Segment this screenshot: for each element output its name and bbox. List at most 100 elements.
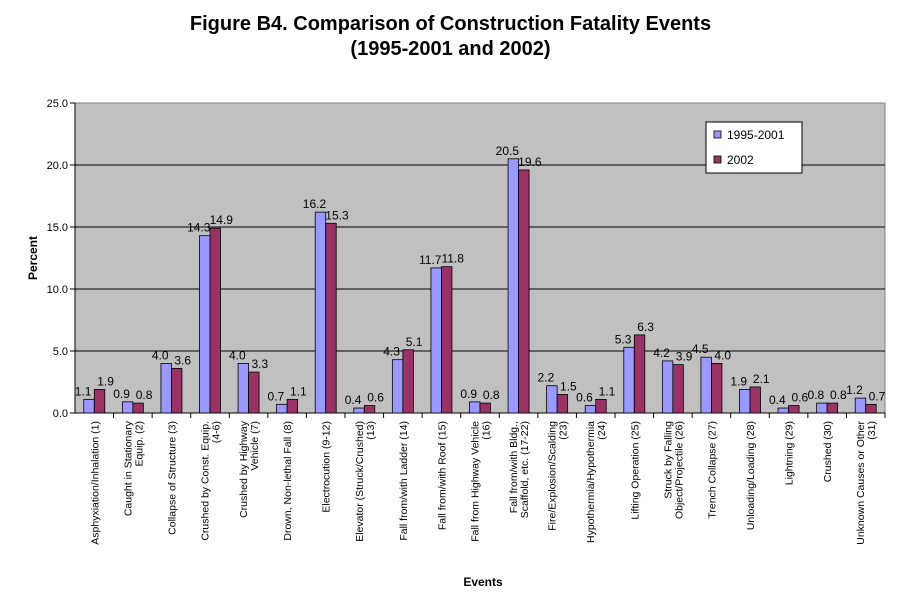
data-label: 0.6 — [576, 391, 593, 405]
bar-1995-2001-19 — [777, 407, 789, 414]
data-label: 5.3 — [615, 332, 632, 346]
bar-1995-2001-21 — [854, 397, 867, 414]
bar-2002-16 — [672, 364, 684, 414]
data-label: 2.2 — [538, 371, 555, 385]
bar-1995-2001-3 — [160, 362, 172, 414]
data-label: 0.7 — [268, 389, 285, 403]
bar-1995-2001-12 — [507, 158, 519, 414]
category-label: Electrocution (9-12) — [321, 421, 333, 513]
bar-1995-2001-20 — [816, 402, 828, 414]
category-label: Object/Projectile (26) — [673, 421, 685, 519]
data-label: 3.3 — [251, 357, 268, 371]
data-label: 19.6 — [518, 155, 542, 169]
category-label: Caught in Stationary — [122, 420, 134, 516]
legend-swatch — [713, 155, 722, 164]
bar-1995-2001-1 — [83, 398, 95, 414]
y-tick-label: 10.0 — [47, 284, 68, 296]
category-label: (31) — [866, 421, 878, 440]
y-tick-label: 15.0 — [47, 222, 68, 234]
bar-1995-2001-16 — [661, 360, 674, 414]
data-label: 0.7 — [869, 389, 886, 403]
legend-label: 2002 — [727, 153, 754, 167]
x-axis-title: Events — [463, 575, 503, 589]
data-label: 1.9 — [730, 374, 747, 388]
data-label: 3.9 — [676, 350, 693, 364]
legend-swatch — [713, 130, 722, 139]
bar-2002-15 — [633, 334, 646, 414]
bar-2002-11 — [479, 402, 491, 414]
bar-2002-14 — [595, 398, 607, 414]
bar-1995-2001-17 — [700, 356, 712, 414]
category-label: Unknown Causes or Other — [855, 421, 867, 545]
category-label: (4-6) — [211, 421, 223, 443]
data-label: 0.6 — [367, 391, 384, 405]
category-label: Equip. (2) — [133, 421, 145, 467]
category-label: Fall from/with Ladder (14) — [398, 421, 410, 541]
category-label: Crushed (30) — [822, 421, 834, 482]
bar-1995-2001-10 — [430, 267, 442, 414]
category-label: Fall from/with Bldg., — [508, 421, 520, 513]
data-label: 14.3 — [187, 221, 211, 235]
y-tick-label: 0.0 — [53, 408, 68, 420]
category-label: Asphyxiation/Inhalation (1) — [89, 421, 101, 545]
category-label: Elevator (Struck/Crushed) — [354, 421, 366, 542]
y-tick-label: 5.0 — [53, 346, 68, 358]
category-label: Collapse of Structure (3) — [166, 421, 178, 535]
bar-2002-9 — [402, 349, 414, 414]
data-label: 14.9 — [210, 213, 234, 227]
bar-2002-18 — [749, 386, 761, 414]
data-label: 11.7 — [419, 253, 442, 267]
data-label: 1.9 — [97, 374, 114, 388]
data-label: 4.5 — [692, 342, 709, 356]
category-label: Lifting Operation (25) — [629, 421, 641, 520]
category-label: Trench Collapse (27) — [706, 421, 718, 519]
category-label: Struck by Falling — [662, 421, 674, 499]
category-label: Fire/Explosion/Scalding — [547, 421, 559, 531]
data-label: 20.5 — [496, 144, 520, 158]
chart-title: Figure B4. Comparison of Construction Fa… — [0, 12, 901, 62]
category-label: Fall from Highway Vehicle — [470, 421, 482, 542]
data-label: 16.2 — [303, 197, 327, 211]
category-label: Scaffold, etc. (17-22) — [519, 421, 531, 518]
bar-2002-8 — [363, 405, 376, 414]
data-label: 2.1 — [753, 372, 770, 386]
category-label: Unloading/Loading (28) — [745, 421, 757, 530]
category-label: Hypothermia/Hypothermia — [585, 421, 597, 543]
bar-1995-2001-14 — [584, 405, 597, 414]
data-label: 0.8 — [808, 388, 825, 402]
category-label: Fall from/with Roof (15) — [436, 421, 448, 530]
bar-2002-1 — [93, 389, 106, 414]
data-label: 6.3 — [637, 320, 654, 334]
data-label: 4.0 — [152, 348, 169, 362]
bar-2002-2 — [132, 402, 144, 414]
bar-2002-5 — [248, 371, 260, 414]
bar-1995-2001-11 — [469, 401, 481, 414]
chart-title-line1: Figure B4. Comparison of Construction Fa… — [189, 13, 712, 35]
bar-2002-13 — [556, 393, 569, 414]
category-label: Lightning (29) — [784, 421, 796, 485]
data-label: 4.0 — [229, 348, 246, 362]
data-label: 5.1 — [406, 335, 423, 349]
bar-1995-2001-18 — [739, 389, 751, 414]
bar-1995-2001-15 — [623, 346, 635, 414]
bar-2002-6 — [286, 398, 299, 414]
data-label: 4.3 — [383, 345, 400, 359]
category-label: Drown, Non-lethal Fall (8) — [282, 421, 294, 541]
legend — [705, 121, 803, 174]
category-label: (23) — [558, 421, 570, 440]
category-label: Crushed by Highway — [238, 420, 250, 518]
data-label: 1.1 — [290, 384, 307, 398]
data-label: 4.0 — [714, 348, 731, 362]
data-label: 0.8 — [136, 388, 153, 402]
data-label: 1.1 — [75, 384, 92, 398]
category-label: (16) — [481, 421, 493, 440]
data-label: 1.2 — [846, 383, 863, 397]
bar-1995-2001-9 — [391, 359, 404, 414]
data-label: 0.6 — [791, 391, 808, 405]
bar-2002-12 — [518, 169, 530, 414]
bar-1995-2001-7 — [314, 211, 327, 414]
data-label: 1.1 — [599, 384, 616, 398]
data-label: 1.5 — [560, 379, 577, 393]
chart-title-line2: (1995-2001 and 2002) — [350, 38, 551, 60]
